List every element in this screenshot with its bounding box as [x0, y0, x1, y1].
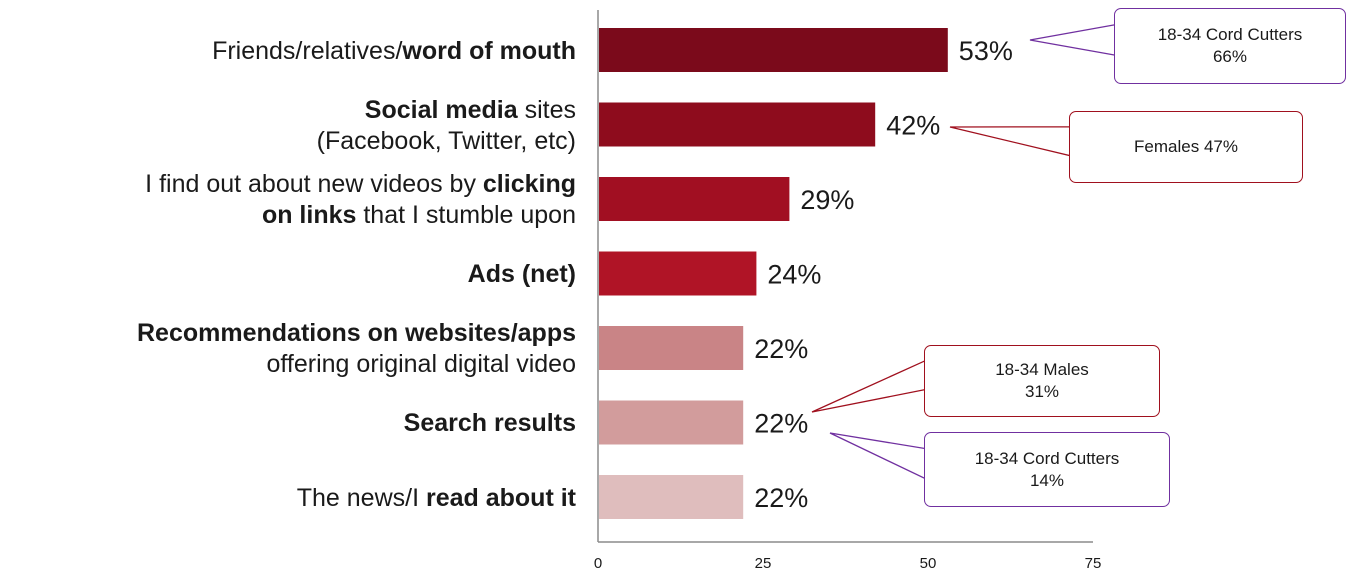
category-label: I find out about new videos by clicking o… — [145, 169, 576, 231]
bar — [599, 326, 744, 370]
callout-text: 18-34 Cord Cutters — [974, 448, 1120, 468]
value-label: 29% — [800, 185, 854, 215]
category-label-bold: on links — [261, 201, 357, 229]
callout-box: 18-34 Cord Cutters 66% — [1114, 8, 1346, 84]
value-label: 22% — [754, 334, 808, 364]
callout-connector — [811, 359, 926, 413]
category-label-bold: Recommendations on websites/apps — [137, 319, 576, 347]
callout-box: Females 47% — [1069, 111, 1303, 183]
bar — [599, 102, 876, 147]
bar-series — [599, 28, 948, 519]
category-label-bold: Ads (net) — [467, 260, 576, 288]
category-label: Social media sites (Facebook, Twitter, et… — [317, 95, 576, 157]
category-label-text: that I stumble upon — [356, 201, 576, 229]
callout-text: Females 47% — [1134, 137, 1238, 156]
bar — [599, 28, 948, 72]
category-label-bold: Social media — [364, 95, 518, 124]
category-label-bold: Search results — [403, 409, 576, 437]
value-label: 53% — [959, 36, 1013, 66]
x-tick-label: 25 — [755, 555, 772, 568]
category-label-text: Friends/relatives/ — [212, 36, 403, 65]
category-label-bold: clicking — [482, 170, 576, 198]
x-axis-ticks: 0 25 50 75 — [594, 555, 1102, 568]
category-label: Ads (net) — [468, 259, 576, 290]
bar — [599, 475, 744, 519]
bar — [599, 400, 744, 445]
category-label-bold: read about it — [425, 483, 576, 512]
callout-connector — [1029, 23, 1116, 56]
value-label: 22% — [754, 483, 808, 513]
category-label: Recommendations on websites/apps offering… — [137, 318, 576, 380]
callout-text: 66% — [1212, 47, 1247, 66]
category-label: Search results — [404, 408, 576, 439]
callout-text: 18-34 Cord Cutters — [1157, 25, 1303, 44]
x-tick-label: 75 — [1085, 555, 1102, 568]
category-label: Friends/relatives/word of mouth — [212, 36, 576, 67]
callout-box: 18-34 Cord Cutters 14% — [924, 432, 1170, 507]
category-label-text: I find out about new videos by — [145, 170, 483, 198]
x-tick-label: 50 — [920, 555, 937, 568]
bar — [599, 177, 790, 221]
bar — [599, 251, 757, 296]
value-label: 24% — [767, 260, 821, 290]
category-label-text: offering original digital video — [266, 350, 576, 378]
x-tick-label: 0 — [594, 555, 602, 568]
value-labels: 53% 42% 29% 24% 22% 22% 22% — [754, 36, 1013, 513]
value-label: 42% — [886, 111, 940, 141]
callout-text: 18-34 Males — [995, 360, 1089, 379]
category-label: The news/I read about it — [297, 483, 576, 514]
callout-text: 14% — [1029, 470, 1064, 490]
category-label-text: (Facebook, Twitter, etc) — [316, 126, 576, 155]
value-label: 22% — [754, 409, 808, 439]
callout-connector — [829, 432, 926, 480]
category-label-text: The news/I — [296, 483, 426, 512]
callout-connector — [949, 126, 1071, 157]
category-label-text: sites — [517, 95, 576, 124]
callout-text: 31% — [1024, 382, 1060, 401]
category-label-bold: word of mouth — [402, 36, 576, 65]
callout-box: 18-34 Males 31% — [924, 345, 1160, 417]
